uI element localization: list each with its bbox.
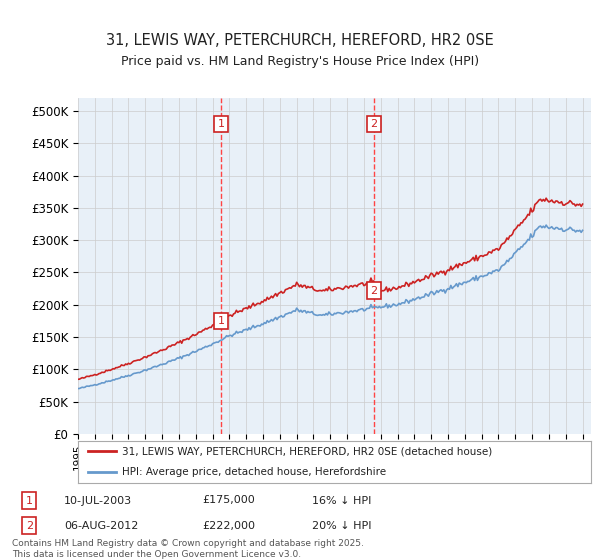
Text: 1: 1 [218,316,225,326]
Text: 2: 2 [370,286,377,296]
Text: 2: 2 [26,520,33,530]
Text: 31, LEWIS WAY, PETERCHURCH, HEREFORD, HR2 0SE: 31, LEWIS WAY, PETERCHURCH, HEREFORD, HR… [106,32,494,48]
Text: 20% ↓ HPI: 20% ↓ HPI [311,520,371,530]
Text: 1: 1 [218,119,225,129]
Text: £222,000: £222,000 [202,520,255,530]
Text: Contains HM Land Registry data © Crown copyright and database right 2025.
This d: Contains HM Land Registry data © Crown c… [12,539,364,559]
Text: 2: 2 [370,119,377,129]
Text: 10-JUL-2003: 10-JUL-2003 [64,496,132,506]
Text: Price paid vs. HM Land Registry's House Price Index (HPI): Price paid vs. HM Land Registry's House … [121,55,479,68]
Text: 1: 1 [26,496,33,506]
Text: 16% ↓ HPI: 16% ↓ HPI [311,496,371,506]
Text: 06-AUG-2012: 06-AUG-2012 [64,520,138,530]
Text: £175,000: £175,000 [202,496,255,506]
Text: HPI: Average price, detached house, Herefordshire: HPI: Average price, detached house, Here… [122,467,386,477]
Text: 31, LEWIS WAY, PETERCHURCH, HEREFORD, HR2 0SE (detached house): 31, LEWIS WAY, PETERCHURCH, HEREFORD, HR… [122,446,492,456]
